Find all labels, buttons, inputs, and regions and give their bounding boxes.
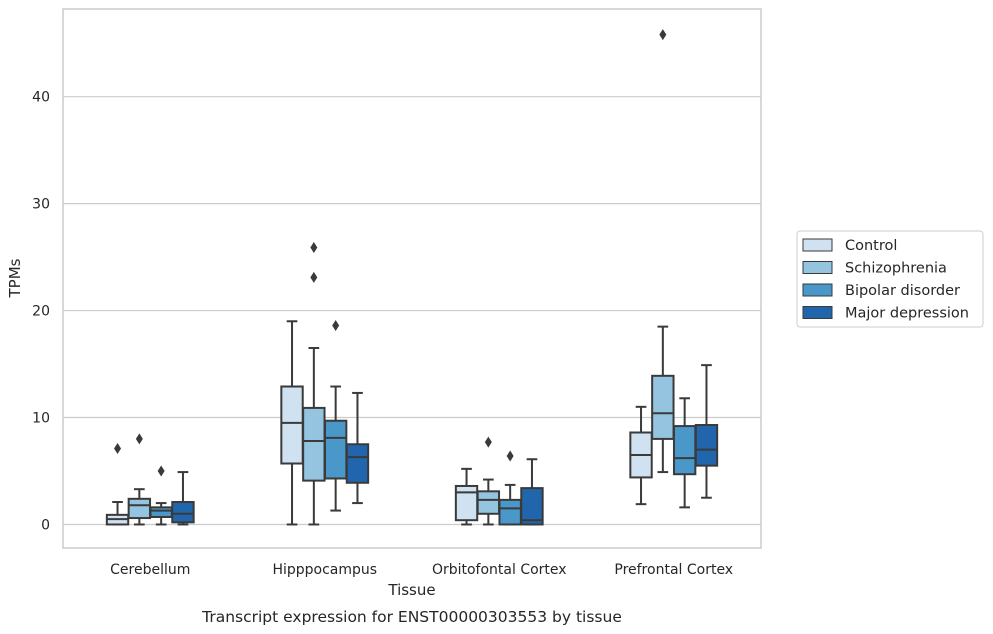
box-rect (345, 443, 370, 484)
outlier-marker (157, 465, 165, 477)
box-groups (105, 29, 719, 526)
legend-item: Control (802, 238, 897, 254)
outlier-marker (310, 271, 318, 283)
box-rect (323, 419, 348, 480)
box-3-0 (629, 405, 653, 506)
box-rect (454, 484, 479, 522)
legend-swatch (802, 261, 833, 274)
y-tick-label: 20 (32, 304, 50, 320)
legend-items: Control Schizophrenia Bipolar disorder Majo… (802, 238, 969, 322)
box-rect (520, 487, 544, 526)
box-2-3 (520, 458, 544, 526)
box-3-3 (694, 364, 719, 499)
box-rect (127, 497, 152, 520)
gridlines (63, 96, 761, 526)
box-rect (149, 506, 173, 518)
box-rect (672, 425, 697, 476)
box-1-3 (345, 391, 370, 505)
box-0-2 (149, 465, 173, 526)
plot-frame (62, 8, 762, 549)
outlier-marker (332, 320, 340, 332)
box-1-0 (280, 320, 304, 526)
box-0-1 (127, 433, 152, 526)
legend: Control Schizophrenia Bipolar disorder Majo… (796, 230, 984, 328)
outlier-marker (506, 450, 514, 462)
y-tick-label: 30 (32, 197, 50, 213)
x-tick-label: Hipppocampus (272, 562, 377, 578)
outlier-marker (135, 433, 143, 445)
legend-label: Control (845, 238, 897, 254)
box-0-3 (171, 471, 195, 526)
box-rect (694, 424, 719, 467)
legend-label: Bipolar disorder (845, 283, 960, 299)
box-rect (651, 374, 675, 440)
x-axis-title: Tissue (387, 581, 435, 599)
box-3-1 (651, 29, 675, 474)
box-rect (498, 498, 522, 526)
legend-frame (796, 230, 984, 328)
y-tick-label: 10 (32, 411, 50, 427)
x-tick-labels: Cerebellum Hipppocampus Orbitofontal Corte… (110, 562, 733, 578)
y-axis-title: TPMs (6, 258, 24, 298)
outlier-marker (114, 443, 122, 455)
chart-caption: Transcript expression for ENST0000030355… (201, 608, 622, 626)
legend-label: Major depression (845, 306, 969, 322)
legend-item: Bipolar disorder (802, 283, 960, 299)
x-tick-label: Cerebellum (110, 562, 190, 578)
x-tick-label: Orbitofontal Cortex (432, 562, 567, 578)
box-rect (280, 385, 304, 465)
legend-swatch (802, 238, 833, 252)
legend-swatch (802, 283, 833, 297)
y-tick-label: 40 (32, 90, 50, 106)
y-tick-labels: 0 10 20 30 40 (32, 90, 50, 534)
x-tick-label: Prefrontal Cortex (614, 562, 733, 578)
legend-label: Schizophrenia (845, 261, 947, 277)
box-rect (476, 490, 501, 515)
box-rect (302, 406, 326, 482)
y-tick-label: 0 (41, 517, 50, 533)
outlier-marker (659, 29, 667, 41)
box-0-0 (105, 443, 130, 526)
legend-swatch (802, 306, 833, 319)
legend-item: Major depression (802, 306, 969, 322)
plot-background (63, 9, 761, 548)
box-rect (171, 501, 195, 524)
outlier-marker (310, 241, 318, 253)
outlier-marker (484, 436, 492, 448)
box-2-1 (476, 436, 501, 526)
legend-item: Schizophrenia (802, 261, 947, 277)
